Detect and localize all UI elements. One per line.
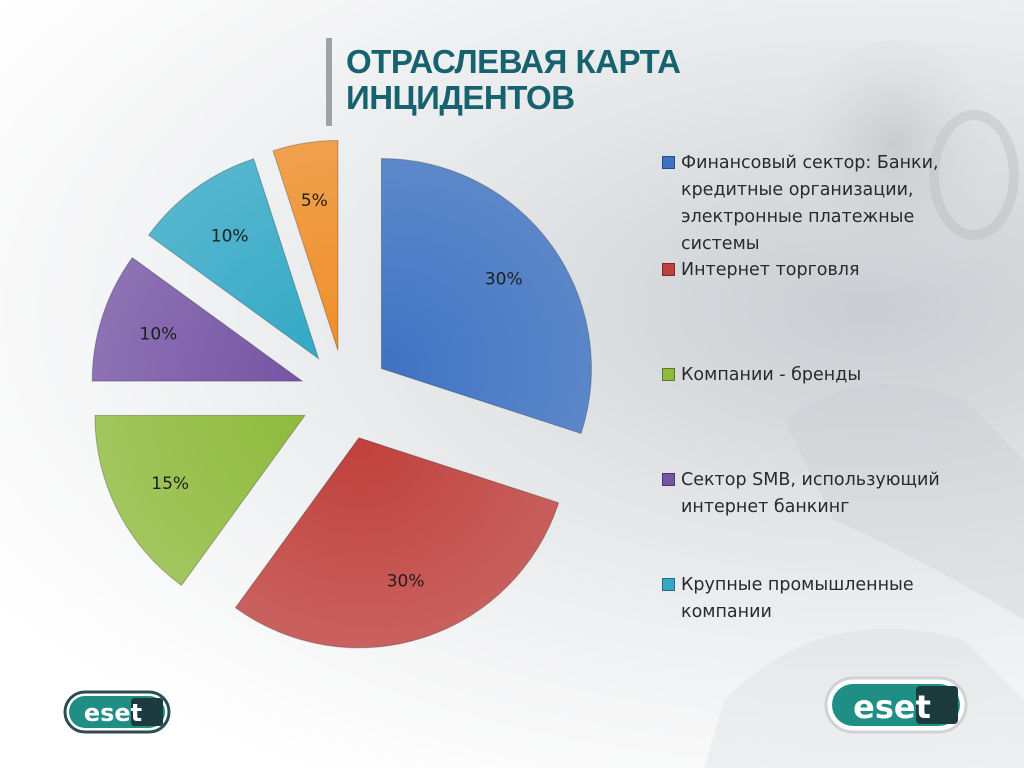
data-label: 30% — [387, 572, 425, 592]
legend-label: Интернет торговля — [681, 260, 860, 280]
legend-item: Интернет торговля — [662, 257, 972, 284]
legend-label: Крупные промышленные компании — [681, 575, 914, 622]
legend-label: Сектор SMB, использующий интернет банкин… — [681, 470, 940, 517]
legend-swatch — [662, 578, 675, 591]
pie-slice — [272, 140, 339, 351]
pie-slice — [91, 256, 304, 382]
data-label: 5% — [301, 191, 328, 211]
legend-item: Финансовый сектор: Банки, кредитные орга… — [662, 150, 972, 258]
legend-item: Компании - бренды — [662, 362, 972, 389]
legend-label: Компании - бренды — [681, 365, 862, 385]
page-title: ОТРАСЛЕВАЯ КАРТА ИНЦИДЕНТОВ — [346, 43, 681, 116]
data-label: 10% — [140, 324, 178, 344]
pie-slice — [380, 158, 592, 435]
legend-label: Финансовый сектор: Банки, кредитные орга… — [681, 153, 939, 254]
data-label: 15% — [151, 474, 189, 494]
pie-slice — [94, 414, 306, 587]
pie-slice — [234, 437, 560, 649]
legend-item: Крупные промышленные компании — [662, 572, 972, 626]
data-label: 10% — [211, 226, 249, 246]
legend-item: Сектор SMB, использующий интернет банкин… — [662, 467, 972, 521]
legend-swatch — [662, 368, 675, 381]
pie-slice — [147, 158, 320, 360]
eset-logo-text: eset — [84, 699, 142, 727]
eset-logo-large: eset — [824, 676, 968, 734]
legend-swatch — [662, 473, 675, 486]
legend-swatch — [662, 156, 675, 169]
legend-swatch — [662, 263, 675, 276]
pie-chart: 30% 30% 15% 10% 10% 5% — [91, 140, 592, 649]
data-label: 30% — [485, 270, 523, 290]
eset-logo-text: eset — [853, 688, 931, 726]
eset-logo-small: eset — [63, 690, 171, 734]
title-accent-bar — [326, 38, 332, 126]
